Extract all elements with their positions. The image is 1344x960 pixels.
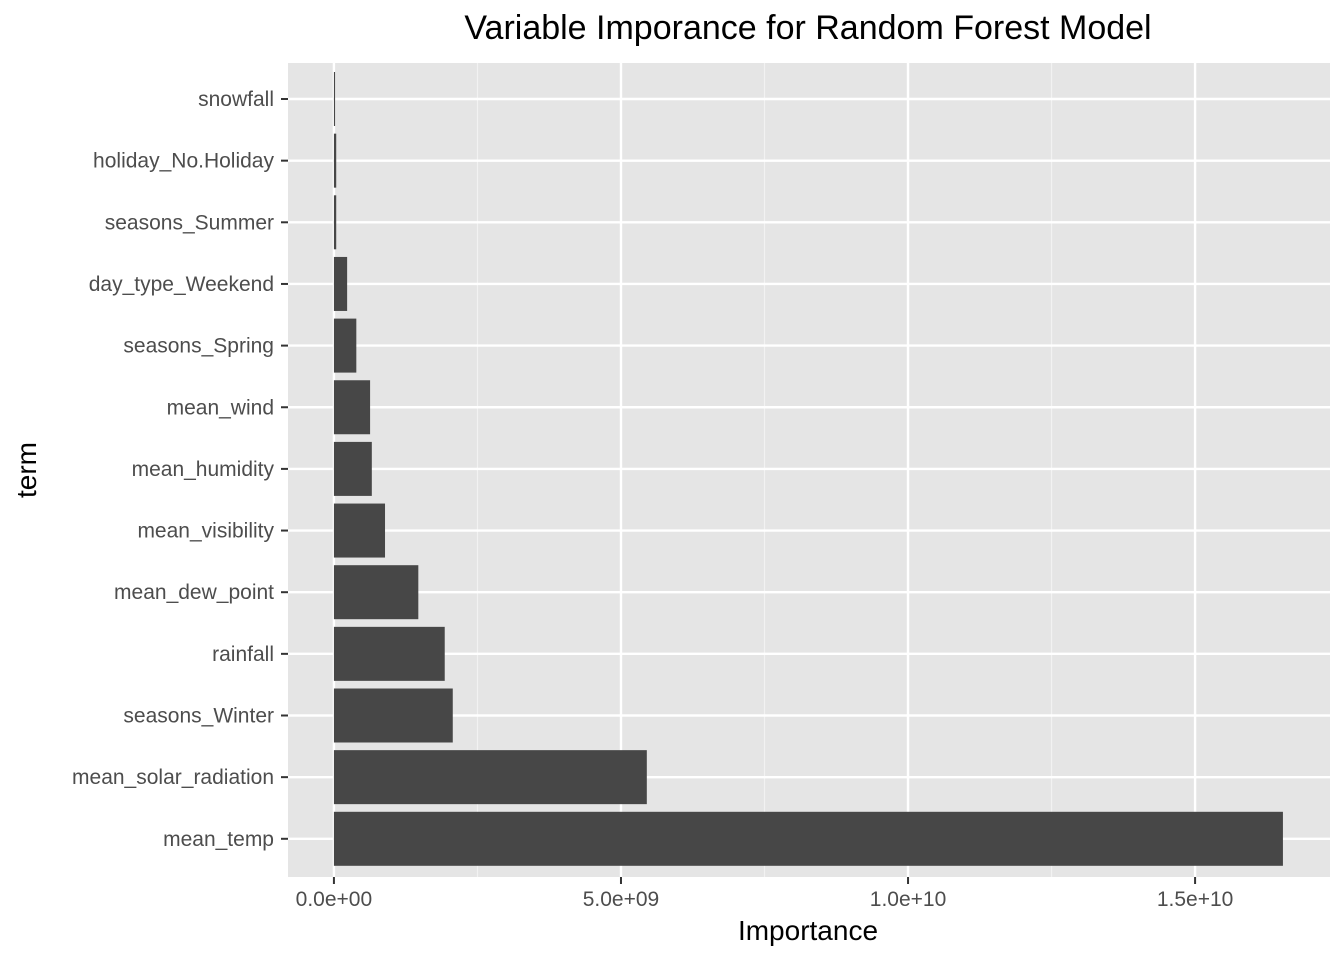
y-tick-label: rainfall (212, 643, 274, 666)
y-tick-label: mean_visibility (137, 520, 274, 543)
bar-seasons-spring (333, 318, 357, 373)
x-tick-label: 0.0e+00 (296, 888, 373, 911)
y-tick-label: mean_wind (167, 396, 274, 419)
x-axis-title: Importance (738, 915, 878, 946)
y-tick-label: seasons_Winter (123, 705, 274, 728)
bar-snowfall (333, 72, 336, 126)
y-tick-label: mean_solar_radiation (72, 766, 274, 789)
bar-mean-humidity (333, 441, 372, 496)
y-axis-title: term (11, 442, 42, 498)
y-tick-label: mean_temp (163, 828, 274, 851)
x-tick-label: 5.0e+09 (583, 888, 660, 911)
bar-mean-visibility (333, 503, 386, 558)
bar-mean-wind (333, 380, 371, 435)
y-tick-label: mean_humidity (132, 458, 275, 481)
x-tick-label: 1.5e+10 (1157, 888, 1234, 911)
bar-holiday-no-holiday (333, 133, 337, 188)
bar-day-type-weekend (333, 256, 348, 311)
bar-mean-solar-radiation (333, 750, 647, 805)
bar-mean-dew-point (333, 565, 419, 620)
y-axis: snowfall holiday_No.Holiday seasons_Summer… (72, 88, 288, 851)
y-tick-label: day_type_Weekend (89, 273, 274, 296)
bar-seasons-winter (333, 688, 453, 743)
bar-mean-temp (333, 811, 1283, 866)
bar-rainfall (333, 626, 445, 681)
y-tick-label: seasons_Spring (123, 335, 274, 358)
x-tick-label: 1.0e+10 (870, 888, 947, 911)
y-tick-label: mean_dew_point (114, 581, 274, 604)
y-tick-label: seasons_Summer (105, 211, 274, 234)
y-tick-label: holiday_No.Holiday (93, 150, 274, 173)
y-tick-label: snowfall (198, 88, 274, 111)
x-axis: 0.0e+00 5.0e+09 1.0e+10 1.5e+10 (296, 877, 1234, 911)
chart-title: Variable Imporance for Random Forest Mod… (464, 9, 1151, 47)
bars (333, 72, 1283, 866)
bar-seasons-summer (333, 195, 337, 250)
